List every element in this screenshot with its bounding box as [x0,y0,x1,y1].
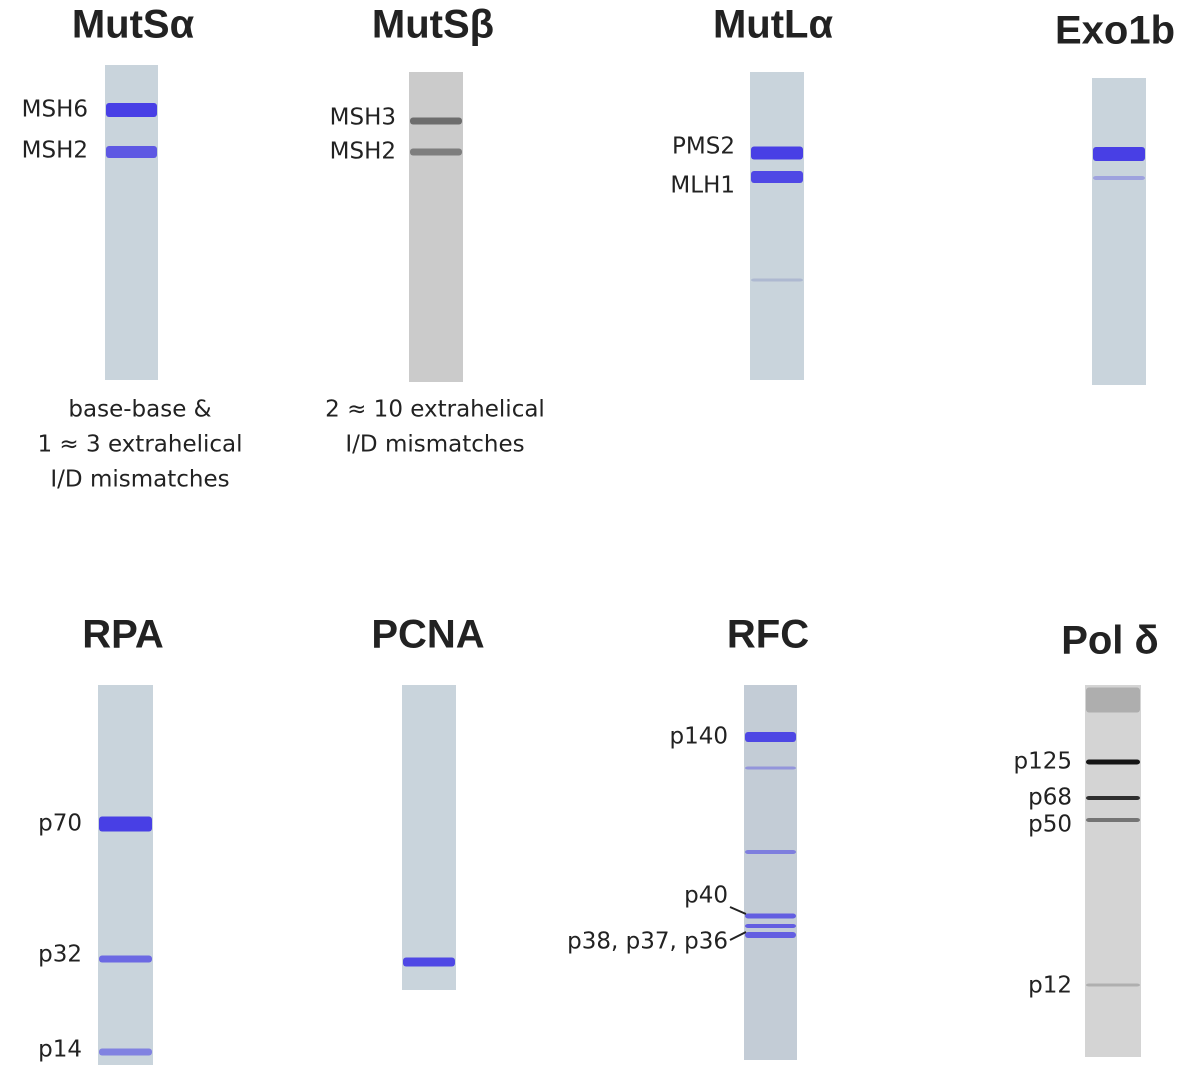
gel-band [410,149,462,156]
gel-band [1093,147,1145,161]
gel-band [410,118,462,125]
band-label: MSH2 [330,139,396,165]
gel-band [99,1049,152,1056]
band-label: p140 [670,724,729,750]
gel-lane [402,685,456,990]
gel-band [745,924,796,928]
gel-band [751,171,803,183]
gel-band [99,956,152,963]
figure: MutSα MSH6 MSH2 base-base & 1 ≈ 3 extrahelic… [0,0,1186,1066]
caption-line: base-base & [68,397,211,423]
gel-lane [750,72,804,380]
band-label: MSH6 [22,97,88,123]
gel-band [745,914,796,919]
gel-band [106,146,157,158]
gel-lane [1085,685,1141,1057]
gel-band [745,850,796,854]
gel-band [745,932,796,938]
gel-band [99,817,152,832]
band-label: p38, p37, p36 [567,929,728,955]
panel-title: MutSβ [372,3,494,47]
gel-lane [1092,78,1146,385]
caption-line: I/D mismatches [345,432,524,458]
gel-band [1093,176,1145,180]
band-label: p125 [1014,749,1073,775]
panel-title: Exo1b [1055,9,1175,53]
gel-band [745,767,796,770]
panel-title: MutSα [72,3,195,47]
band-label: p50 [1028,812,1072,838]
panel-title: Pol δ [1061,619,1159,663]
band-label: p70 [38,811,82,837]
panel-title: RPA [82,613,163,657]
gel-lane [98,685,153,1065]
gel-band [751,279,803,282]
gel-band [751,147,803,160]
gel-band [745,732,796,742]
band-label: p68 [1028,785,1072,811]
gel-band [1086,688,1140,713]
panel-title: MutLα [713,3,834,47]
gel-band [403,958,455,967]
gel-band [1086,818,1140,822]
band-label: MSH2 [22,138,88,164]
leader-line [730,932,746,940]
caption-line: 1 ≈ 3 extrahelical [37,432,242,458]
caption-line: 2 ≈ 10 extrahelical [325,397,545,423]
gel-band [1086,760,1140,765]
gel-band [1086,984,1140,987]
caption-line: I/D mismatches [50,467,229,493]
panel-title: RFC [727,613,809,657]
band-label: p40 [684,883,728,909]
band-label: p14 [38,1037,82,1063]
gel-band [1086,796,1140,800]
band-label: MSH3 [330,105,396,131]
band-label: p32 [38,942,82,968]
band-label: PMS2 [672,134,735,160]
panel-title: PCNA [371,613,484,657]
band-label: p12 [1028,973,1072,999]
leader-line [730,907,746,914]
gel-band [106,103,157,117]
band-label: MLH1 [670,173,735,199]
